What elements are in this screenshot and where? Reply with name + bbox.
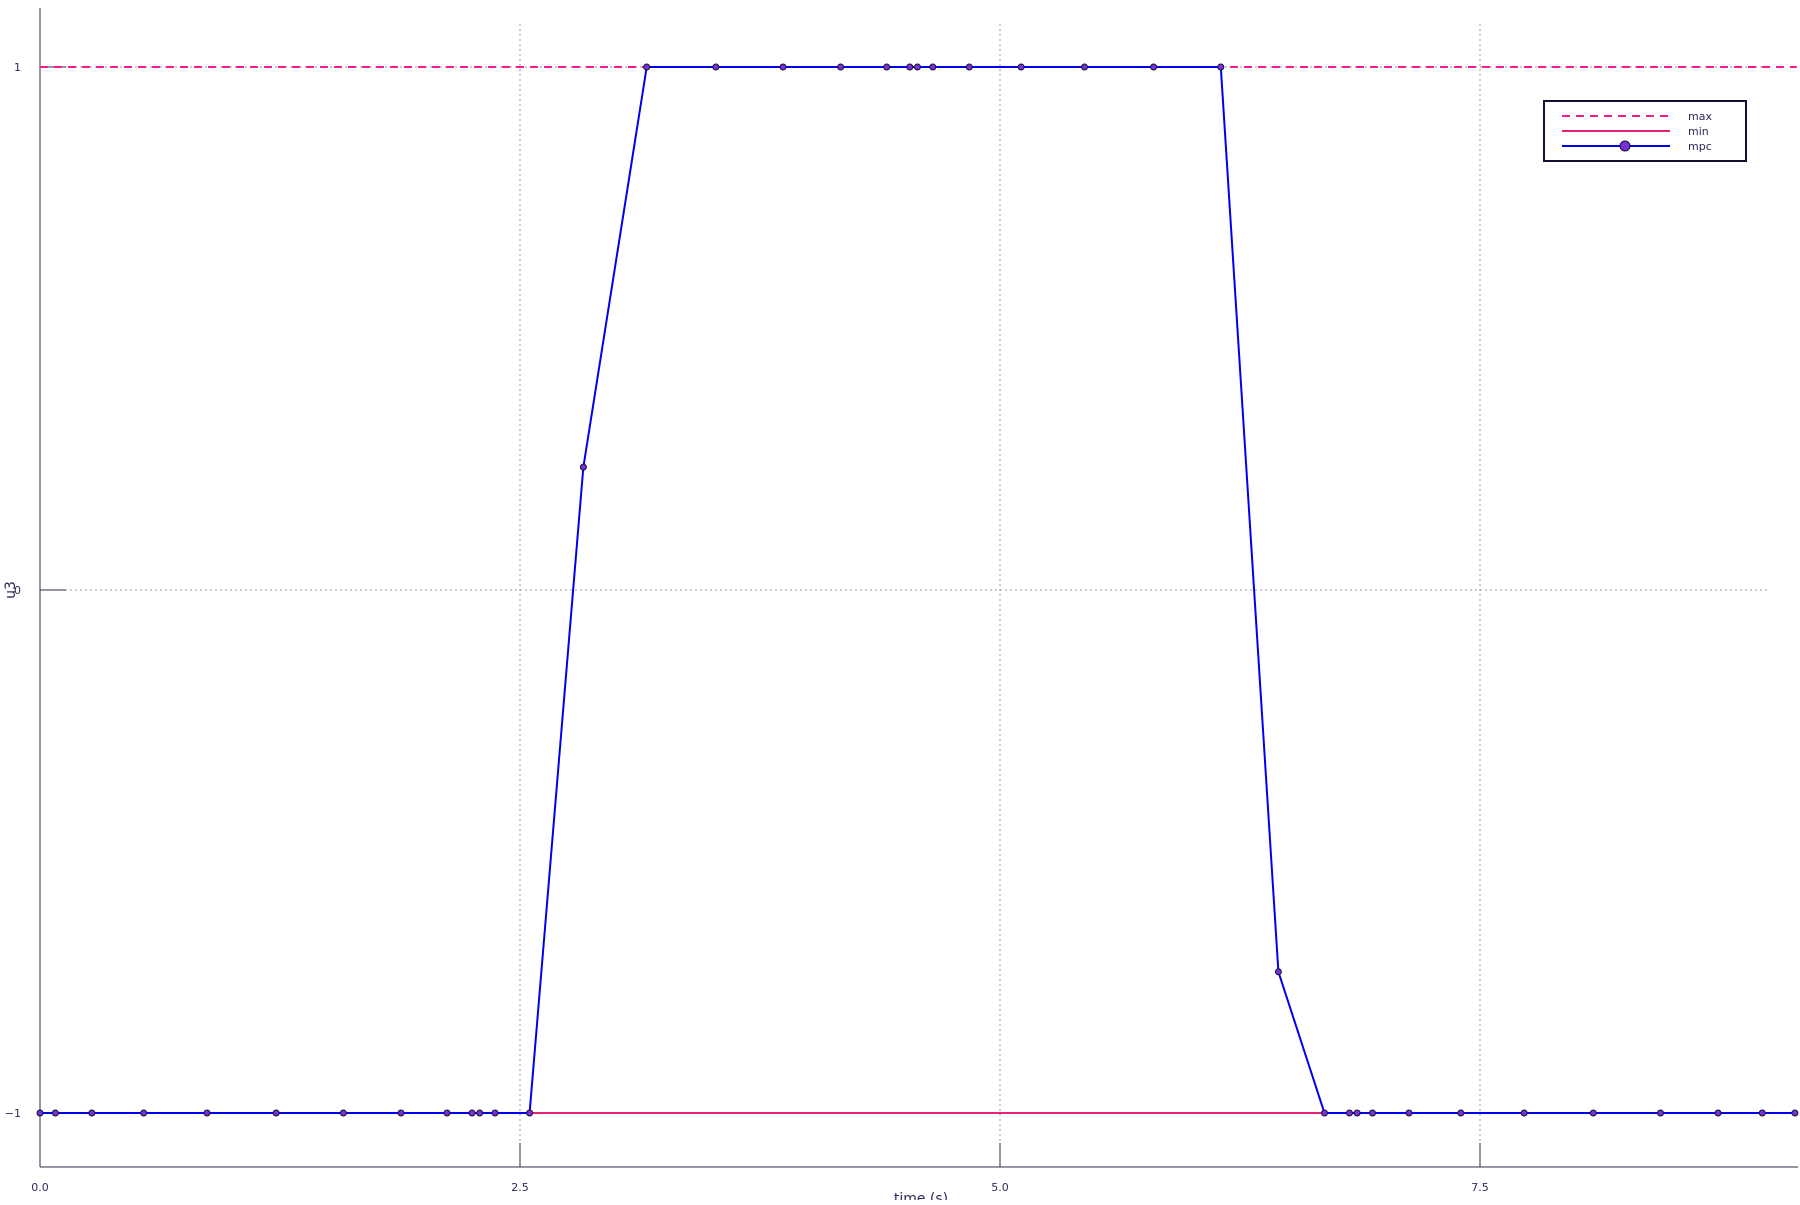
x-tick-label: 2.5	[511, 1181, 529, 1194]
data-point	[88, 1109, 96, 1117]
data-point	[526, 1109, 534, 1117]
data-point	[1758, 1109, 1766, 1117]
series-layer	[36, 63, 1799, 1117]
data-point	[712, 63, 720, 71]
data-point	[468, 1109, 476, 1117]
data-point	[837, 63, 845, 71]
data-point	[476, 1109, 484, 1117]
data-point	[491, 1109, 499, 1117]
grid-layer	[40, 24, 1770, 1150]
data-point	[1217, 63, 1225, 71]
data-point	[1320, 1109, 1328, 1117]
data-point	[1080, 63, 1088, 71]
axes-layer: 0.0 2.5 5.0 7.5 −1 0 1 time (s) u3	[3, 8, 1798, 1205]
x-axis-label: time (s)	[894, 1191, 948, 1200]
legend-label-max: max	[1688, 110, 1712, 123]
data-point	[883, 63, 891, 71]
data-point	[643, 63, 651, 71]
data-point	[1274, 968, 1282, 976]
data-point	[1656, 1109, 1664, 1117]
data-point	[779, 63, 787, 71]
x-tick-label: 5.0	[991, 1181, 1009, 1194]
data-point	[51, 1109, 59, 1117]
data-point	[1353, 1109, 1361, 1117]
y-axis-label: u3	[3, 581, 19, 599]
data-point	[1368, 1109, 1376, 1117]
data-point	[1714, 1109, 1722, 1117]
data-point	[443, 1109, 451, 1117]
y-tick-label: −1	[5, 1107, 21, 1120]
data-point	[203, 1109, 211, 1117]
data-point	[1589, 1109, 1597, 1117]
legend-marker	[1619, 140, 1631, 152]
data-point	[579, 463, 587, 471]
data-point	[906, 63, 914, 71]
data-point	[1457, 1109, 1465, 1117]
data-point	[272, 1109, 280, 1117]
data-point	[140, 1109, 148, 1117]
legend-label-min: min	[1688, 125, 1709, 138]
series-line-mpc	[40, 66, 1795, 1114]
data-point	[1791, 1109, 1799, 1117]
data-point	[965, 63, 973, 71]
data-point	[913, 63, 921, 71]
data-point	[929, 63, 937, 71]
data-point	[397, 1109, 405, 1117]
data-point	[36, 1109, 44, 1117]
data-point	[1017, 63, 1025, 71]
legend: max min mpc	[1543, 100, 1747, 162]
data-point	[1520, 1109, 1528, 1117]
y-tick-label: 1	[14, 61, 21, 74]
legend-label-mpc: mpc	[1688, 140, 1712, 153]
data-point	[1405, 1109, 1413, 1117]
data-point	[1345, 1109, 1353, 1117]
data-point	[1150, 63, 1158, 71]
x-tick-label: 0.0	[31, 1181, 49, 1194]
y-tick-label: 0	[14, 584, 21, 597]
x-tick-label: 7.5	[1471, 1181, 1489, 1194]
data-point	[339, 1109, 347, 1117]
